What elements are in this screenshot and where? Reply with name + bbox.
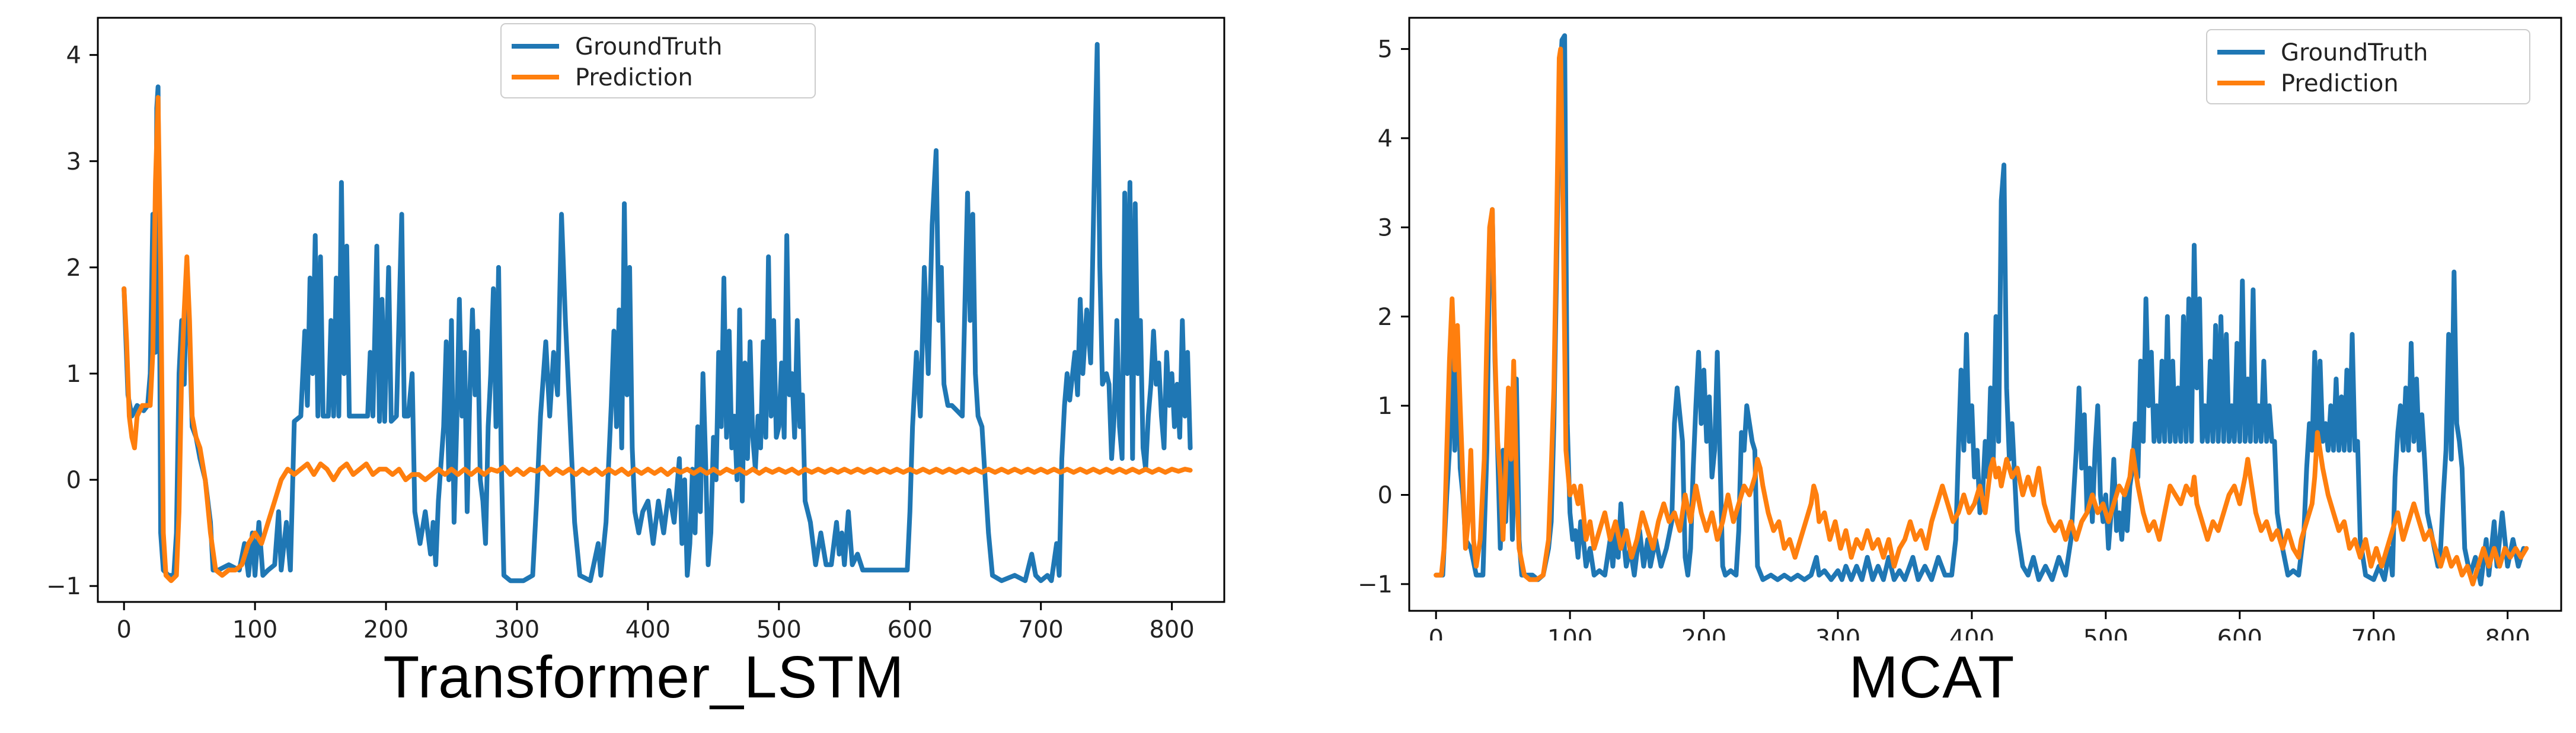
x-tick-label: 400 <box>625 616 671 640</box>
x-tick-label: 700 <box>2351 625 2396 640</box>
x-tick-label: 0 <box>1428 625 1443 640</box>
chart-title-right: MCAT <box>1849 644 2015 710</box>
chart-panel-left: 0 100 200 300 400 500 600 700 800 −1 0 1 2 3 4 GroundTr… <box>46 17 1225 710</box>
y-tick-label: 3 <box>66 148 81 176</box>
series-line-groundtruth <box>1434 33 2526 587</box>
y-tick-label: 4 <box>66 42 81 69</box>
series-line-prediction <box>122 95 1193 584</box>
x-tick-label: 100 <box>1547 625 1592 640</box>
y-tick-label: −1 <box>46 573 81 600</box>
x-tick-label: 100 <box>232 616 277 640</box>
y-tick-label: −1 <box>1358 571 1393 598</box>
plot-frame <box>1408 17 2562 612</box>
y-tick-label: 4 <box>1378 125 1393 152</box>
x-tick-label: 300 <box>1815 625 1860 640</box>
y-tick-label: 2 <box>1378 304 1393 331</box>
series-line-prediction <box>1434 46 2529 587</box>
legend-box <box>2206 29 2530 104</box>
chart-title-left: Transformer_LSTM <box>383 644 905 710</box>
y-tick-label: 0 <box>1378 482 1393 509</box>
y-tick-label: 1 <box>66 361 81 388</box>
y-tick-label: 2 <box>66 254 81 282</box>
y-tick-label: 0 <box>66 467 81 494</box>
x-tick-label: 600 <box>888 616 933 640</box>
x-tick-label: 0 <box>116 616 131 640</box>
y-tick-label: 3 <box>1378 214 1393 241</box>
legend-box <box>500 23 816 98</box>
x-tick-label: 800 <box>1149 616 1194 640</box>
x-tick-label: 200 <box>1681 625 1726 640</box>
x-tick-label: 200 <box>363 616 408 640</box>
x-tick-label: 500 <box>2083 625 2128 640</box>
legend: GroundTruth Prediction <box>2206 29 2530 104</box>
legend-label-prediction: Prediction <box>2281 70 2399 97</box>
chart-panel-right: 0 100 200 300 400 500 600 700 800 −1 0 1 2 3 4 5 GroundT… <box>1288 0 2576 733</box>
legend-label-prediction: Prediction <box>575 64 693 91</box>
line-chart-right: 0 100 200 300 400 500 600 700 800 −1 0 1 2 3 4 5 GroundT… <box>1358 17 2562 640</box>
x-tick-label: 300 <box>494 616 540 640</box>
plot-frame <box>97 17 1225 603</box>
legend: GroundTruth Prediction <box>500 23 816 98</box>
x-tick-label: 800 <box>2485 625 2530 640</box>
line-chart-left: 0 100 200 300 400 500 600 700 800 −1 0 1 2 3 4 GroundTr… <box>46 17 1225 640</box>
y-tick-label: 1 <box>1378 393 1393 420</box>
legend-label-groundtruth: GroundTruth <box>575 33 723 60</box>
series-line-groundtruth <box>122 42 1193 584</box>
legend-label-groundtruth: GroundTruth <box>2281 39 2428 66</box>
x-tick-label: 500 <box>756 616 802 640</box>
x-tick-label: 400 <box>1949 625 1994 640</box>
x-tick-label: 600 <box>2217 625 2262 640</box>
x-tick-label: 700 <box>1019 616 1064 640</box>
y-tick-label: 5 <box>1378 36 1393 63</box>
